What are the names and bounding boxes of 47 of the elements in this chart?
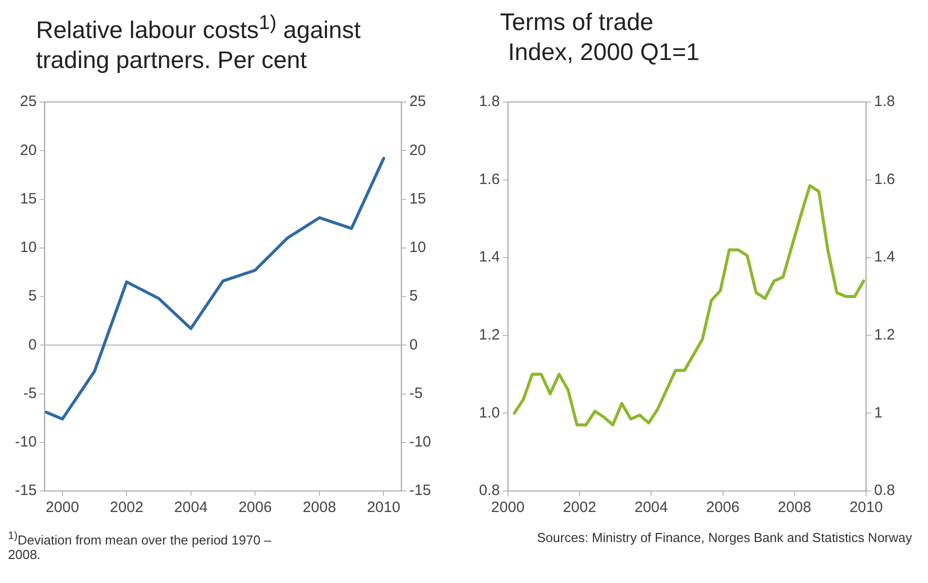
- x-tick-label: 2002: [110, 499, 144, 516]
- y-tick-label: 10: [20, 239, 37, 256]
- y-tick-label: 1.8: [478, 93, 500, 110]
- y2-tick-label: 1.4: [874, 248, 896, 266]
- chart-title: Terms of trade: [500, 8, 654, 38]
- y-tick-label: 20: [20, 142, 37, 159]
- y-tick-label: 1.6: [478, 170, 500, 188]
- x-tick-label: 2006: [706, 499, 740, 516]
- chart-title: Relative labour costs$^{1)}$ against trading partners. Per cent: [36, 11, 362, 76]
- y-tick-label: 5: [28, 288, 37, 305]
- y-tick-label: 0.8: [478, 482, 500, 500]
- y2-tick-label: 15: [409, 190, 426, 208]
- text: $^{1)}$Deviation from mean over the period 1970 – 2008.: [8, 530, 272, 562]
- source-note: Sources: Ministry of Finance, Norges Bank and Statistics Norway: [536, 530, 912, 545]
- y-tick-label: -15: [14, 482, 37, 500]
- y-tick-label: 1.4: [478, 248, 500, 266]
- x-tick-label: 2004: [634, 499, 668, 516]
- y2-tick-label: 1.6: [874, 170, 896, 188]
- y2-tick-label: -15: [409, 482, 432, 500]
- y2-tick-label: 1.2: [874, 326, 896, 344]
- y2-tick-label: 1.8: [874, 93, 896, 110]
- x-tick-label: 2002: [562, 499, 596, 516]
- y-tick-label: 0: [28, 336, 37, 354]
- y-tick-label: 25: [20, 93, 37, 110]
- y2-tick-label: 0: [409, 336, 418, 354]
- y2-tick-label: 0.8: [874, 482, 896, 500]
- y-tick-label: -5: [23, 384, 37, 402]
- y-tick-label: 1.2: [478, 326, 500, 344]
- y2-tick-label: -10: [409, 434, 432, 451]
- x-tick-label: 2004: [174, 499, 208, 516]
- x-tick-label: 2006: [238, 499, 272, 516]
- y2-tick-label: 20: [409, 142, 426, 159]
- chart-subtitle: Index, 2000 Q1=1: [507, 38, 700, 68]
- x-tick-label: 2008: [778, 499, 812, 516]
- y-tick-label: 1.0: [478, 404, 500, 422]
- y2-tick-label: 5: [409, 288, 418, 305]
- x-tick-label: 2008: [302, 499, 336, 516]
- y2-tick-label: 25: [409, 93, 426, 110]
- x-tick-label: 2000: [46, 499, 80, 516]
- y-tick-label: -10: [14, 434, 37, 451]
- y2-tick-label: 1: [874, 404, 882, 422]
- y-tick-label: 15: [20, 190, 37, 208]
- y2-tick-label: 10: [409, 239, 426, 256]
- x-tick-label: 2010: [366, 499, 400, 516]
- y2-tick-label: -5: [409, 384, 423, 402]
- x-tick-label: 2000: [491, 499, 525, 516]
- x-tick-label: 2010: [849, 499, 883, 516]
